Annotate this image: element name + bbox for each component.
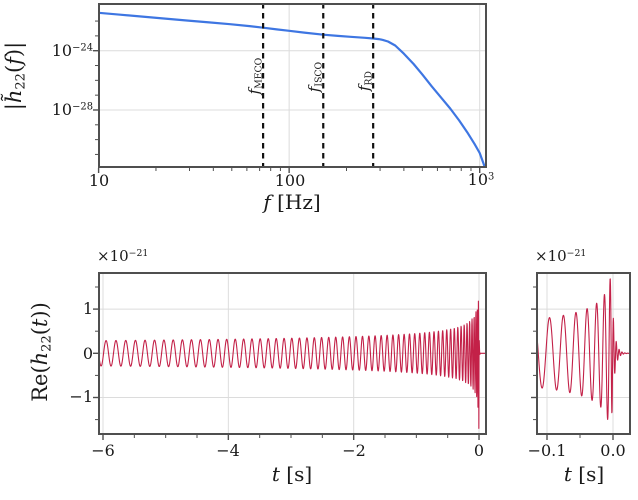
fd-ytick-1e-28: 10−28	[51, 100, 93, 119]
td-zoom-xtick-00: 0.0	[600, 441, 626, 460]
td-zoom-offset-label: ×10−21	[535, 247, 587, 265]
fd-x-axis-label: f [Hz]	[263, 190, 321, 214]
td-zoom-xtick-minus01: −0.1	[527, 441, 567, 460]
fd-vline-label-meco: fMECO	[245, 57, 265, 95]
fd-xtick-1000: 103	[467, 170, 495, 189]
td-offset-label: ×10−21	[97, 247, 149, 265]
time-domain-zoom-plot	[531, 272, 631, 440]
td-xtick-minus4: −4	[216, 441, 240, 460]
td-xtick-minus6: −6	[91, 441, 115, 460]
fd-xtick-10: 10	[88, 171, 110, 190]
fd-y-axis-label: |h̃22(f)|	[2, 41, 29, 111]
td-ytick-minus1: −1	[69, 387, 93, 406]
td-xtick-0: 0	[473, 441, 485, 460]
time-domain-plot	[93, 272, 487, 440]
td-ytick-0: 0	[82, 344, 93, 363]
frequency-domain-plot	[93, 3, 487, 173]
fd-vline-label-isco: fISCO	[305, 61, 325, 93]
fd-ytick-1e-24: 10−24	[51, 41, 93, 60]
fd-vline-label-rd: fRD	[355, 70, 375, 92]
td-x-axis-label: t [s]	[271, 462, 313, 486]
td-ytick-1: 1	[82, 299, 93, 318]
fd-xtick-100: 100	[274, 171, 306, 190]
td-zoom-x-axis-label: t [s]	[563, 462, 605, 486]
td-xtick-minus2: −2	[342, 441, 366, 460]
